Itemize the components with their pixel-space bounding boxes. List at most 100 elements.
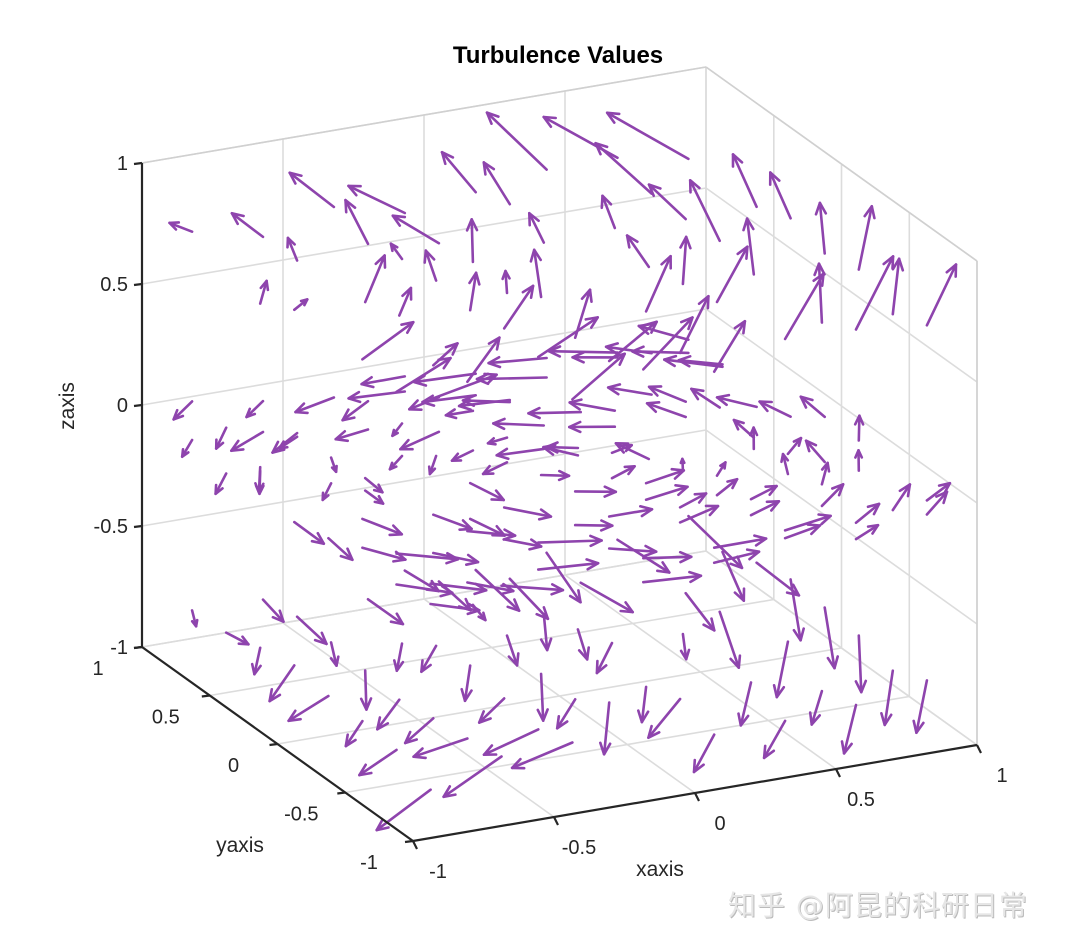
- arrow-head: [912, 719, 925, 735]
- arrow-head: [866, 523, 880, 535]
- arrow-head: [403, 730, 419, 745]
- arrow-shaft: [502, 284, 535, 330]
- arrow-shaft: [820, 461, 829, 486]
- quiver-arrow: [224, 631, 250, 646]
- arrow-head: [817, 513, 832, 526]
- arrow-head: [937, 481, 952, 495]
- quiver-arrow: [230, 430, 265, 453]
- arrow-shaft: [571, 352, 627, 401]
- arrow-shaft: [403, 716, 435, 745]
- arrow-shaft: [712, 537, 768, 550]
- arrow-shaft: [466, 336, 501, 384]
- x-tick-mark: [835, 768, 841, 778]
- arrow-shaft: [810, 689, 824, 726]
- quiver-arrow: [361, 320, 415, 361]
- arrow-head: [313, 631, 328, 646]
- arrow-head: [287, 709, 302, 723]
- arrow-head: [344, 733, 357, 748]
- quiver-arrow: [925, 263, 958, 327]
- z-tick-label: 0.5: [100, 274, 128, 296]
- arrow-shaft: [891, 483, 912, 512]
- quiver-arrow: [607, 320, 659, 363]
- arrow-shaft: [505, 634, 519, 667]
- arrow-head: [814, 201, 828, 216]
- quiver-arrow: [344, 198, 370, 246]
- quiver-arrow: [715, 461, 727, 478]
- arrow-head: [622, 443, 634, 453]
- quiver-arrow: [366, 597, 405, 626]
- arrow-head: [388, 461, 398, 471]
- arrow-shaft: [854, 255, 895, 331]
- arrow-shaft: [341, 399, 370, 422]
- arrow-head: [840, 740, 853, 755]
- arrow-head: [599, 519, 614, 532]
- tick-labels: -1 -0.5 0 0.5 1 -1 -0.5 0 0.5 1 -1 -0.5 0 0.5 1: [92, 153, 1007, 883]
- x-tick-mark: [976, 744, 982, 754]
- arrow-head: [806, 523, 822, 536]
- arrow-head: [529, 248, 543, 263]
- arrow-head: [358, 763, 373, 777]
- arrow-shaft: [527, 410, 583, 415]
- quiver-arrow: [857, 205, 876, 271]
- quiver-arrow: [485, 111, 548, 171]
- quiver-arrow: [783, 523, 822, 540]
- arrow-head: [423, 249, 436, 264]
- arrow-head: [399, 438, 414, 451]
- arrow-head: [729, 555, 744, 570]
- arrow-shaft: [180, 438, 194, 459]
- arrow-shaft: [344, 719, 364, 748]
- arrow-head: [388, 524, 404, 537]
- arrow-head: [555, 714, 569, 730]
- z-tick-mark: [133, 403, 143, 408]
- quiver-arrow: [361, 517, 404, 537]
- arrow-shaft: [420, 644, 438, 674]
- arrow-head: [598, 741, 612, 756]
- y-tick-label: 1: [92, 658, 103, 680]
- arrow-shaft: [647, 697, 682, 740]
- arrow-head: [545, 441, 559, 454]
- quiver-arrow: [536, 316, 600, 359]
- arrow-shaft: [485, 111, 548, 171]
- arrow-head: [688, 179, 701, 194]
- quiver-arrow: [576, 628, 591, 661]
- arrow-head: [482, 744, 498, 757]
- arrow-head: [427, 465, 437, 476]
- quiver-arrow: [715, 245, 749, 304]
- arrow-shaft: [573, 523, 614, 528]
- quiver-arrow: [854, 255, 895, 331]
- arrow-shaft: [375, 698, 401, 731]
- arrow-shaft: [607, 547, 658, 554]
- arrow-shaft: [253, 646, 262, 676]
- quiver-arrow: [505, 634, 520, 667]
- quiver-arrow: [444, 408, 475, 420]
- arrow-shaft: [610, 464, 636, 480]
- arrow-shaft: [468, 481, 506, 502]
- arrow-shaft: [883, 669, 895, 727]
- x-tick-label: 0.5: [847, 789, 875, 811]
- arrow-head: [585, 558, 600, 571]
- arrow-shaft: [579, 581, 635, 614]
- arrow-shaft: [823, 606, 836, 670]
- arrow-shaft: [625, 234, 651, 269]
- arrow-shaft: [450, 449, 475, 463]
- arrow-head: [758, 400, 774, 413]
- arrow-shaft: [230, 212, 265, 239]
- arrow-head: [780, 452, 790, 464]
- quiver-arrow: [344, 719, 364, 748]
- arrow-shaft: [662, 358, 724, 369]
- quiver-arrow: [607, 504, 654, 518]
- arrow-head: [826, 655, 840, 670]
- quiver-arrow: [388, 454, 404, 471]
- arrow-head: [820, 461, 831, 473]
- arrow-shaft: [470, 218, 475, 264]
- arrow-shaft: [925, 481, 952, 502]
- arrow-head: [486, 436, 497, 446]
- quiver-arrow: [567, 420, 617, 434]
- quiver-arrow: [645, 400, 688, 419]
- arrow-head: [697, 294, 710, 310]
- grid-line: [141, 308, 707, 406]
- arrow-head: [347, 184, 362, 197]
- quiver-arrow: [783, 272, 825, 341]
- z-tick-label: -1: [110, 637, 128, 659]
- arrow-head: [619, 601, 635, 614]
